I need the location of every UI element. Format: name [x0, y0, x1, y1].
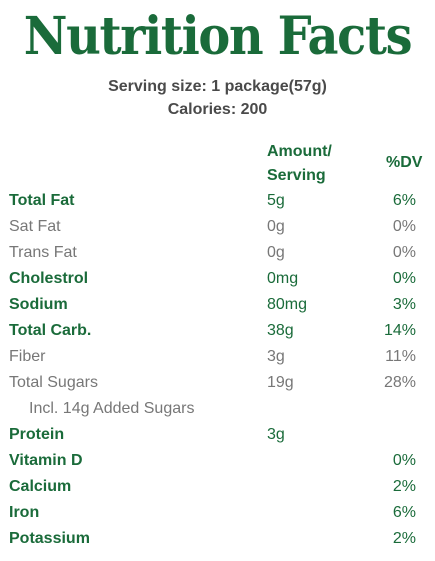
- nutrient-row-total-carb: Total Carb. 38g 14%: [0, 318, 435, 344]
- nutrient-name: Incl. 14g Added Sugars: [29, 400, 195, 417]
- nutrient-amount: 3g: [267, 348, 285, 365]
- nutrient-row-iron: Iron 6%: [0, 500, 435, 526]
- nutrient-dv: 2%: [392, 530, 416, 547]
- nutrient-row-total-fat: Total Fat 5g 6%: [0, 188, 435, 214]
- nutrient-amount: 0g: [267, 218, 285, 235]
- nutrient-row-vitamin-d: Vitamin D 0%: [0, 448, 435, 474]
- nutrient-name: Total Sugars: [9, 374, 98, 391]
- nutrient-dv: 0%: [392, 244, 416, 261]
- nutrient-row-sat-fat: Sat Fat 0g 0%: [0, 214, 435, 240]
- nutrient-amount: 5g: [267, 192, 285, 209]
- nutrient-dv: 0%: [392, 270, 416, 287]
- nutrient-row-added-sugars: Incl. 14g Added Sugars: [0, 396, 435, 422]
- nutrient-amount: 3g: [267, 426, 285, 443]
- nutrient-name: Trans Fat: [9, 244, 77, 261]
- nutrient-amount: 38g: [267, 322, 294, 339]
- nutrient-dv: 0%: [392, 452, 416, 469]
- dv-column-header: %DV: [386, 154, 423, 171]
- nutrient-name: Iron: [9, 504, 40, 521]
- nutrient-amount: 0mg: [267, 270, 299, 287]
- nutrient-amount: 0g: [267, 244, 285, 261]
- nutrient-name: Total Carb.: [9, 322, 92, 339]
- nutrient-row-fiber: Fiber 3g 11%: [0, 344, 435, 370]
- nutrient-name: Total Fat: [9, 192, 75, 209]
- nutrient-dv: 6%: [392, 504, 416, 521]
- nutrient-dv: 28%: [383, 374, 416, 391]
- serving-size: Serving size: 1 package(57g): [108, 78, 327, 95]
- nutrient-table: Total Fat 5g 6% Sat Fat 0g 0% Trans Fat …: [0, 188, 435, 552]
- nutrient-row-calcium: Calcium 2%: [0, 474, 435, 500]
- nutrient-name: Potassium: [9, 530, 90, 547]
- nutrient-amount: 80mg: [267, 296, 308, 313]
- nutrient-name: Calcium: [9, 478, 72, 495]
- nutrient-name: Fiber: [9, 348, 46, 365]
- nutrient-dv: 2%: [392, 478, 416, 495]
- nutrient-row-trans-fat: Trans Fat 0g 0%: [0, 240, 435, 266]
- nutrient-row-protein: Protein 3g: [0, 422, 435, 448]
- calories: Calories: 200: [167, 101, 268, 118]
- nutrient-row-total-sugars: Total Sugars 19g 28%: [0, 370, 435, 396]
- nutrient-dv: 3%: [392, 296, 416, 313]
- amount-column-header: Amount/ Serving: [267, 143, 332, 184]
- nutrient-name: Sodium: [9, 296, 68, 313]
- nutrient-amount: 19g: [267, 374, 294, 391]
- nutrient-name: Sat Fat: [9, 218, 61, 235]
- nutrient-name: Protein: [9, 426, 65, 443]
- nutrient-name: Cholestrol: [9, 270, 89, 287]
- nutrient-dv: 14%: [383, 322, 416, 339]
- nutrient-dv: 11%: [385, 348, 416, 365]
- nutrient-row-sodium: Sodium 80mg 3%: [0, 292, 435, 318]
- nutrient-name: Vitamin D: [9, 452, 83, 469]
- page-title: Nutrition Facts: [23, 6, 413, 67]
- nutrient-dv: 0%: [392, 218, 416, 235]
- nutrient-dv: 6%: [392, 192, 416, 209]
- nutrient-row-potassium: Potassium 2%: [0, 526, 435, 552]
- nutrient-row-cholestrol: Cholestrol 0mg 0%: [0, 266, 435, 292]
